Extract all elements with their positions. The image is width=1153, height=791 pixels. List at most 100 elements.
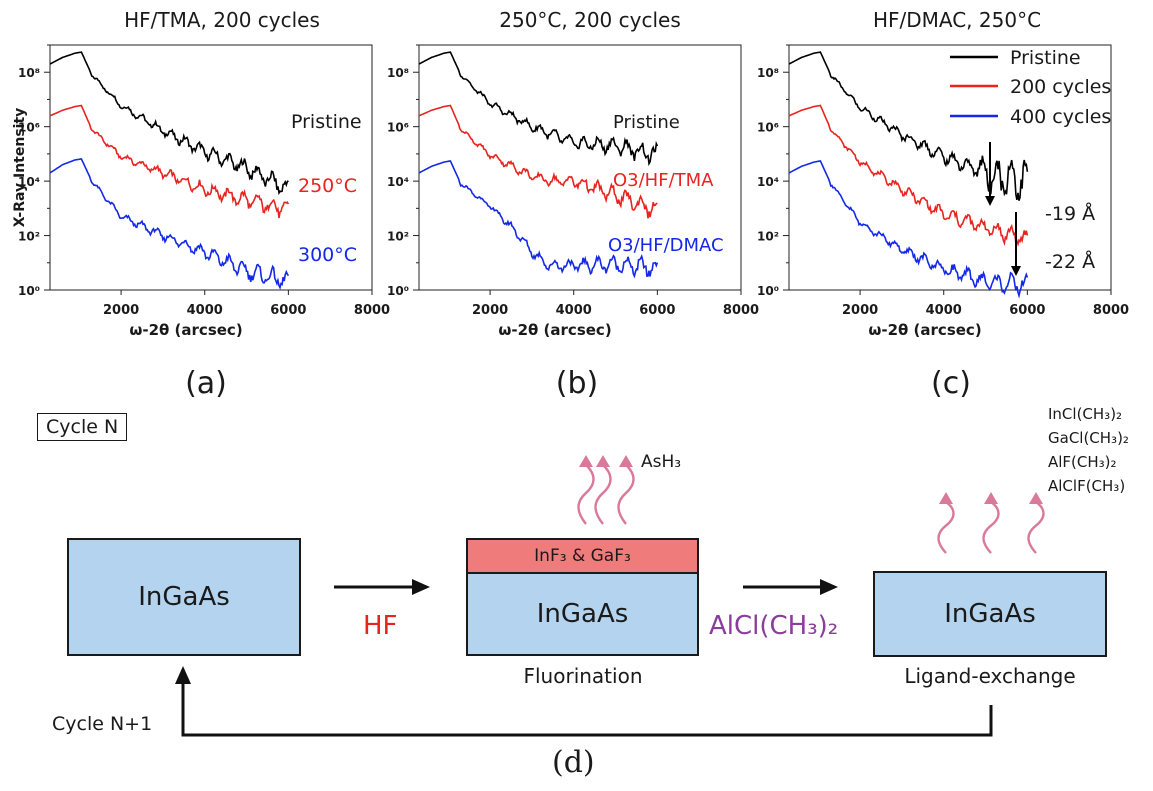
product-incl: InCl(CH₃)₂ — [1048, 405, 1123, 423]
x-tick-label-2-2: 6000 — [1009, 303, 1045, 318]
ash3-release-arrow-2-head — [596, 455, 610, 467]
dmac-step-arrow-head — [820, 579, 838, 595]
legend-label-0: Pristine — [1010, 47, 1081, 69]
series-line-2-0 — [788, 51, 1029, 201]
y-tick-label-0-1: 10² — [18, 230, 40, 244]
ingaas-box-exchanged: InGaAs — [873, 571, 1107, 657]
x-tick-label-1-1: 4000 — [556, 303, 592, 318]
ash3-product-label: AsH₃ — [641, 452, 682, 472]
curve-label-b-1: O3/HF/TMA — [613, 170, 714, 191]
y-tick-label-2-2: 10⁴ — [757, 175, 779, 189]
y-tick-label-0-2: 10⁴ — [18, 175, 40, 189]
fluoride-layer: InF₃ & GaF₃ — [466, 538, 699, 574]
cycle-return-arrowhead — [175, 666, 191, 684]
ligand-exchange-label: Ligand-exchange — [904, 664, 1076, 688]
series-line-0-0 — [49, 51, 289, 196]
thickness-label-1: -22 Å — [1045, 250, 1095, 273]
thickness-arrow-head-0 — [985, 196, 995, 206]
panel-title-1: 250°C, 200 cycles — [499, 8, 681, 32]
y-tick-label-2-0: 10⁰ — [757, 284, 779, 298]
y-tick-label-2-1: 10² — [757, 230, 779, 244]
series-line-2-1 — [788, 104, 1029, 247]
ash3-release-arrow-1-stem — [577, 464, 595, 525]
plot-frame-2 — [788, 44, 1112, 291]
y-tick-label-1-4: 10⁸ — [387, 66, 409, 80]
series-line-0-1 — [49, 104, 290, 219]
x-tick-label-1-2: 6000 — [639, 303, 675, 318]
product-release-arrow-2-stem — [982, 501, 1000, 554]
panel-label-d: (d) — [552, 745, 595, 780]
cycle-next-label: Cycle N+1 — [52, 713, 153, 735]
curve-label-a-1: 250°C — [298, 175, 357, 197]
y-tick-label-1-2: 10⁴ — [387, 175, 409, 189]
curve-label-a-0: Pristine — [291, 111, 362, 133]
panel-title-2: HF/DMAC, 250°C — [873, 8, 1041, 32]
x-tick-label-0-0: 2000 — [103, 303, 139, 318]
panel-label-0: (a) — [185, 366, 227, 401]
y-tick-label-1-3: 10⁶ — [387, 121, 409, 135]
x-axis-label-1: ω-2θ (arcsec) — [498, 321, 611, 339]
product-gacl: GaCl(CH₃)₂ — [1048, 429, 1129, 447]
panel-title-0: HF/TMA, 200 cycles — [124, 8, 320, 32]
x-tick-label-0-2: 6000 — [270, 303, 306, 318]
y-tick-label-0-4: 10⁸ — [18, 66, 40, 80]
hf-reagent-label: HF — [363, 611, 398, 641]
fluoride-layer-label: InF₃ & GaF₃ — [534, 546, 631, 566]
curve-label-b-2: O3/HF/DMAC — [608, 235, 724, 256]
ingaas-label-2: InGaAs — [536, 599, 629, 629]
panel-label-2: (c) — [931, 366, 971, 401]
ingaas-label-3: InGaAs — [944, 599, 1036, 629]
ash3-release-arrow-1-head — [579, 455, 593, 467]
thickness-label-0: -19 Å — [1045, 202, 1095, 225]
legend-label-2: 400 cycles — [1010, 106, 1111, 128]
cycle-return-line — [181, 680, 993, 737]
plot-frame-0 — [49, 44, 373, 291]
curve-label-a-2: 300°C — [298, 244, 357, 266]
x-axis-label-2: ω-2θ (arcsec) — [868, 321, 981, 339]
ash3-release-arrow-3-head — [619, 455, 633, 467]
x-tick-label-2-3: 8000 — [1093, 303, 1129, 318]
product-release-arrow-3-head — [1029, 492, 1043, 504]
hf-step-arrow-head — [412, 579, 430, 595]
ingaas-box-initial: InGaAs — [67, 538, 301, 656]
curve-label-b-0: Pristine — [613, 112, 680, 133]
ash3-release-arrow-3-stem — [617, 464, 635, 525]
ash3-release-arrow-2-stem — [594, 464, 612, 525]
x-tick-label-2-0: 2000 — [842, 303, 878, 318]
x-tick-label-0-3: 8000 — [354, 303, 390, 318]
y-tick-label-1-1: 10² — [387, 230, 409, 244]
dmac-reagent-label: AlCl(CH₃)₂ — [709, 611, 839, 641]
series-line-2-2 — [788, 160, 1029, 299]
legend-label-1: 200 cycles — [1010, 76, 1111, 98]
cycle-n-label: Cycle N — [37, 413, 128, 441]
panel-label-1: (b) — [556, 366, 598, 401]
plot-frame-1 — [418, 44, 742, 291]
series-line-1-2 — [418, 160, 659, 279]
thickness-arrow-head-1 — [1011, 266, 1021, 276]
series-line-1-0 — [418, 51, 659, 167]
x-tick-label-0-1: 4000 — [187, 303, 223, 318]
x-tick-label-2-1: 4000 — [926, 303, 962, 318]
product-release-arrow-1-stem — [937, 501, 955, 554]
y-tick-label-2-4: 10⁸ — [757, 66, 779, 80]
x-tick-label-1-3: 8000 — [723, 303, 759, 318]
product-release-arrow-1-head — [939, 492, 953, 504]
x-tick-label-1-0: 2000 — [472, 303, 508, 318]
ligand-exchange-products: InCl(CH₃)₂ GaCl(CH₃)₂ AlF(CH₃)₂ AlClF(CH… — [1048, 402, 1129, 498]
y-tick-label-1-0: 10⁰ — [387, 284, 409, 298]
y-axis-label-0: X-Ray Intensity — [12, 108, 28, 228]
x-axis-label-0: ω-2θ (arcsec) — [129, 321, 242, 339]
ingaas-box-fluorinated: InGaAs — [466, 572, 699, 656]
series-line-0-2 — [49, 158, 290, 290]
y-tick-label-0-0: 10⁰ — [18, 284, 40, 298]
product-release-arrow-2-head — [984, 492, 998, 504]
product-alclf: AlClF(CH₃) — [1048, 477, 1126, 495]
product-alf: AlF(CH₃)₂ — [1048, 453, 1117, 471]
ingaas-label-1: InGaAs — [138, 582, 230, 612]
product-release-arrow-3-stem — [1027, 501, 1045, 554]
y-tick-label-2-3: 10⁶ — [757, 121, 779, 135]
series-line-1-1 — [418, 104, 658, 219]
y-tick-label-0-3: 10⁶ — [18, 121, 40, 135]
